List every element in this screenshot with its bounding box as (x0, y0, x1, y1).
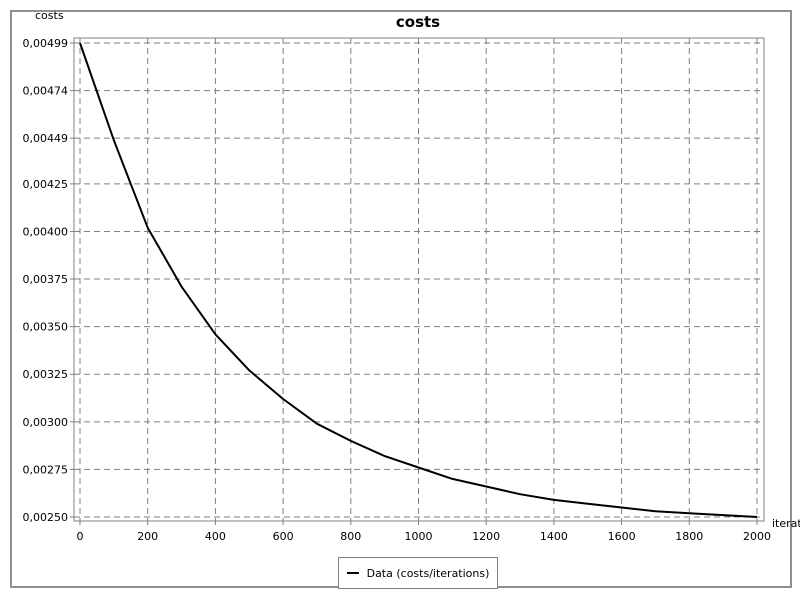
y-tick-label: 0,00499 (23, 37, 69, 50)
y-tick-label: 0,00375 (23, 273, 69, 286)
legend: Data (costs/iterations) (338, 557, 498, 589)
y-tick-label: 0,00350 (23, 321, 69, 334)
y-tick-label: 0,00400 (23, 225, 69, 238)
chart-title: costs (396, 13, 440, 31)
x-tick-label: 0 (77, 530, 84, 543)
x-tick-label: 1000 (405, 530, 433, 543)
y-tick-label: 0,00250 (23, 511, 69, 524)
series-group (79, 42, 758, 518)
y-tick-label: 0,00474 (23, 85, 69, 98)
y-tick-label: 0,00275 (23, 463, 69, 476)
x-tick-label: 1200 (472, 530, 500, 543)
y-tick-label: 0,00300 (23, 416, 69, 429)
x-tick-label: 400 (205, 530, 226, 543)
y-tick-label: 0,00325 (23, 368, 69, 381)
x-tick-label: 200 (137, 530, 158, 543)
x-tick-label: 1400 (540, 530, 568, 543)
x-tick-label: 1800 (675, 530, 703, 543)
legend-label: Data (costs/iterations) (366, 566, 490, 580)
series-line (79, 42, 758, 518)
axis-ticks: 0 200 400 600 800 1000 1200 1400 1600 1800 2000 0,0… (23, 37, 772, 543)
x-tick-label: 2000 (743, 530, 771, 543)
y-axis-label: costs (35, 9, 64, 22)
y-tick-label: 0,00425 (23, 178, 69, 191)
x-tick-label: 800 (340, 530, 361, 543)
x-tick-label: 600 (273, 530, 294, 543)
x-tick-label: 1600 (608, 530, 636, 543)
x-axis-label: iterat (772, 517, 800, 530)
legend-swatch (346, 572, 359, 574)
y-tick-label: 0,00449 (23, 132, 69, 145)
